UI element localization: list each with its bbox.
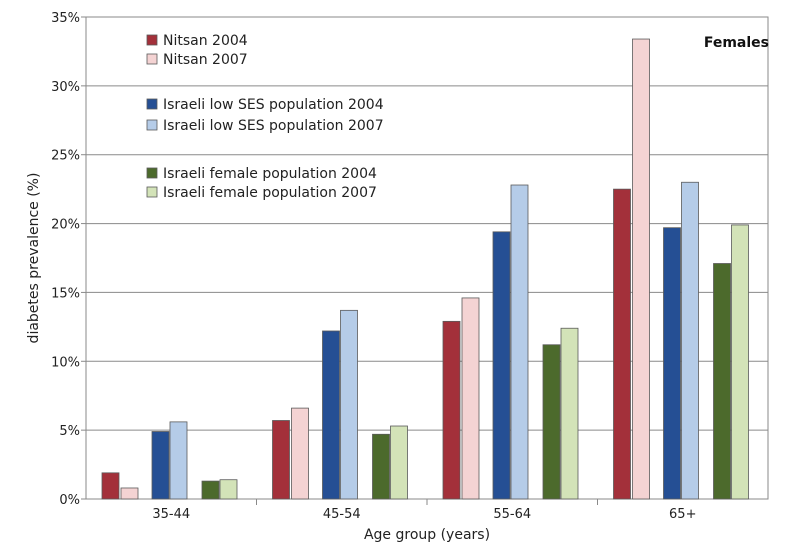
legend-swatch (146, 119, 158, 131)
x-axis-title: Age group (years) (364, 527, 490, 543)
x-tick-label: 55-64 (493, 507, 531, 522)
x-tick-label: 45-54 (323, 507, 361, 522)
bar (663, 227, 681, 500)
y-tick-label: 30% (51, 80, 80, 95)
bar (169, 421, 188, 500)
bar (492, 231, 511, 500)
legend-label: Israeli female population 2007 (163, 185, 377, 201)
legend-swatch (146, 34, 158, 46)
y-tick-label: 20% (51, 218, 80, 233)
bars (101, 38, 749, 500)
legend-swatch (146, 53, 158, 65)
bar (101, 472, 120, 500)
y-tick-label: 25% (51, 149, 80, 164)
chart-title: Females (704, 35, 769, 51)
bar (510, 184, 529, 500)
legend-label: Israeli low SES population 2004 (163, 97, 384, 113)
bar (120, 487, 139, 500)
legend-swatch (146, 98, 158, 110)
legend-label: Israeli female population 2004 (163, 166, 377, 182)
bar (219, 479, 238, 500)
bar (372, 433, 390, 500)
legend-swatch (146, 186, 158, 198)
bar (731, 224, 749, 500)
legend-label: Nitsan 2004 (163, 33, 248, 49)
bar (632, 38, 650, 500)
x-tick-label: 65+ (669, 507, 696, 522)
bar (340, 309, 358, 500)
bar (613, 188, 631, 500)
legend-swatch (146, 167, 158, 179)
bar (442, 320, 461, 500)
legend-label: Nitsan 2007 (163, 52, 248, 68)
bar (322, 330, 340, 500)
bar (272, 420, 290, 500)
bar (291, 407, 309, 500)
gridlines (81, 16, 768, 500)
y-tick-label: 15% (51, 286, 80, 301)
legend: Nitsan 2004 Nitsan 2007 Israeli low SES po… (146, 33, 384, 201)
y-tick-label: 5% (59, 424, 80, 439)
y-tick-label: 35% (51, 11, 80, 26)
bar (390, 425, 408, 500)
y-tick-label: 10% (51, 355, 80, 370)
y-axis-title: diabetes prevalence (%) (26, 173, 42, 344)
bar (151, 431, 170, 500)
bar (461, 297, 480, 500)
x-tick-labels: 35-44 45-54 55-64 65+ (152, 499, 696, 522)
bar (201, 480, 220, 500)
y-tick-label: 0% (59, 493, 80, 508)
bar (542, 344, 561, 500)
legend-label: Israeli low SES population 2007 (163, 118, 384, 134)
bar (560, 327, 579, 500)
x-tick-label: 35-44 (152, 507, 190, 522)
plot-area (85, 16, 769, 500)
y-tick-labels: 0% 5% 10% 15% 20% 25% 30% 35% (51, 11, 80, 508)
bar (713, 263, 731, 500)
bar (681, 181, 699, 500)
